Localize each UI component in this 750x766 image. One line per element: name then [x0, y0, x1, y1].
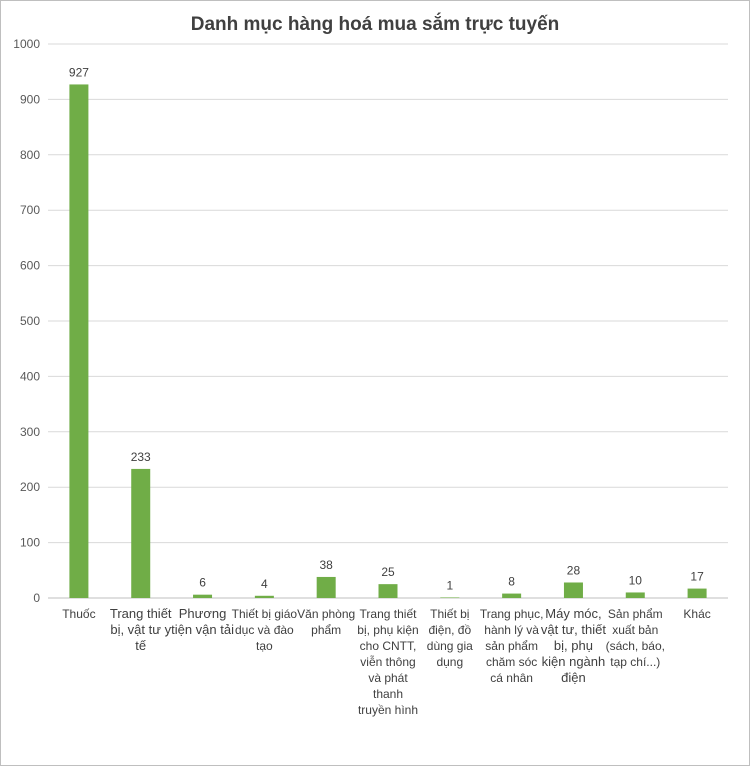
data-label: 10	[629, 573, 643, 587]
bar	[69, 84, 89, 598]
y-tick-label: 500	[20, 314, 40, 328]
chart-title: Danh mục hàng hoá mua sắm trực tuyến	[190, 14, 560, 35]
gridlines	[48, 43, 728, 599]
y-tick-label: 200	[20, 480, 40, 494]
data-label: 233	[131, 450, 151, 464]
y-axis-ticks: 0 100 200 300 400 500 600 700 800 900 1000	[13, 37, 40, 605]
bar	[378, 584, 398, 598]
data-label: 4	[261, 577, 268, 591]
x-category-label: Thiết bị điện, đồ dùng gia dụng	[426, 607, 473, 669]
bar	[502, 593, 522, 598]
data-label: 1	[446, 578, 453, 592]
data-label: 25	[381, 565, 395, 579]
bar	[563, 582, 583, 598]
y-tick-label: 600	[20, 259, 40, 273]
x-category-label: Sản phẩm xuất bản (sách, báo, tạp chí...…	[605, 607, 665, 669]
data-label: 38	[320, 558, 334, 572]
bar	[625, 592, 645, 598]
data-label: 927	[69, 65, 89, 79]
data-label: 28	[567, 563, 581, 577]
x-category-label: Trang phục, hành lý và sản phẩm chăm sóc…	[479, 607, 544, 685]
data-label: 17	[690, 570, 704, 584]
x-category-label: Thuốc	[62, 607, 96, 621]
bar	[687, 588, 707, 598]
x-category-label: Văn phòng phẩm	[297, 607, 356, 637]
x-category-label: Khác	[683, 607, 711, 621]
data-labels: 927 233 6 4 38 25 1 8 28 10 17	[69, 65, 704, 592]
x-category-label: Trang thiết bị, vật tư y tế	[109, 606, 172, 653]
x-category-label: Trang thiết bị, phụ kiện cho CNTT, viễn …	[357, 607, 419, 717]
y-tick-label: 100	[20, 536, 40, 550]
bar	[131, 468, 151, 598]
y-tick-label: 800	[20, 148, 40, 162]
bars	[69, 84, 707, 598]
data-label: 8	[508, 575, 515, 589]
y-tick-label: 300	[20, 425, 40, 439]
x-category-label: Máy móc, vật tư, thiết bị, phụ kiện ngàn…	[540, 606, 606, 685]
bar	[254, 595, 274, 598]
bar	[440, 597, 460, 598]
x-category-label: Phương tiện vận tải	[171, 606, 234, 637]
x-category-label: Thiết bị giáo dục và đào tạo	[231, 607, 298, 653]
y-tick-label: 0	[33, 591, 40, 605]
bar	[193, 594, 213, 598]
bar	[316, 576, 336, 598]
data-label: 6	[199, 576, 206, 590]
y-tick-label: 1000	[13, 37, 40, 51]
y-tick-label: 700	[20, 203, 40, 217]
y-tick-label: 400	[20, 369, 40, 383]
y-tick-label: 900	[20, 92, 40, 106]
